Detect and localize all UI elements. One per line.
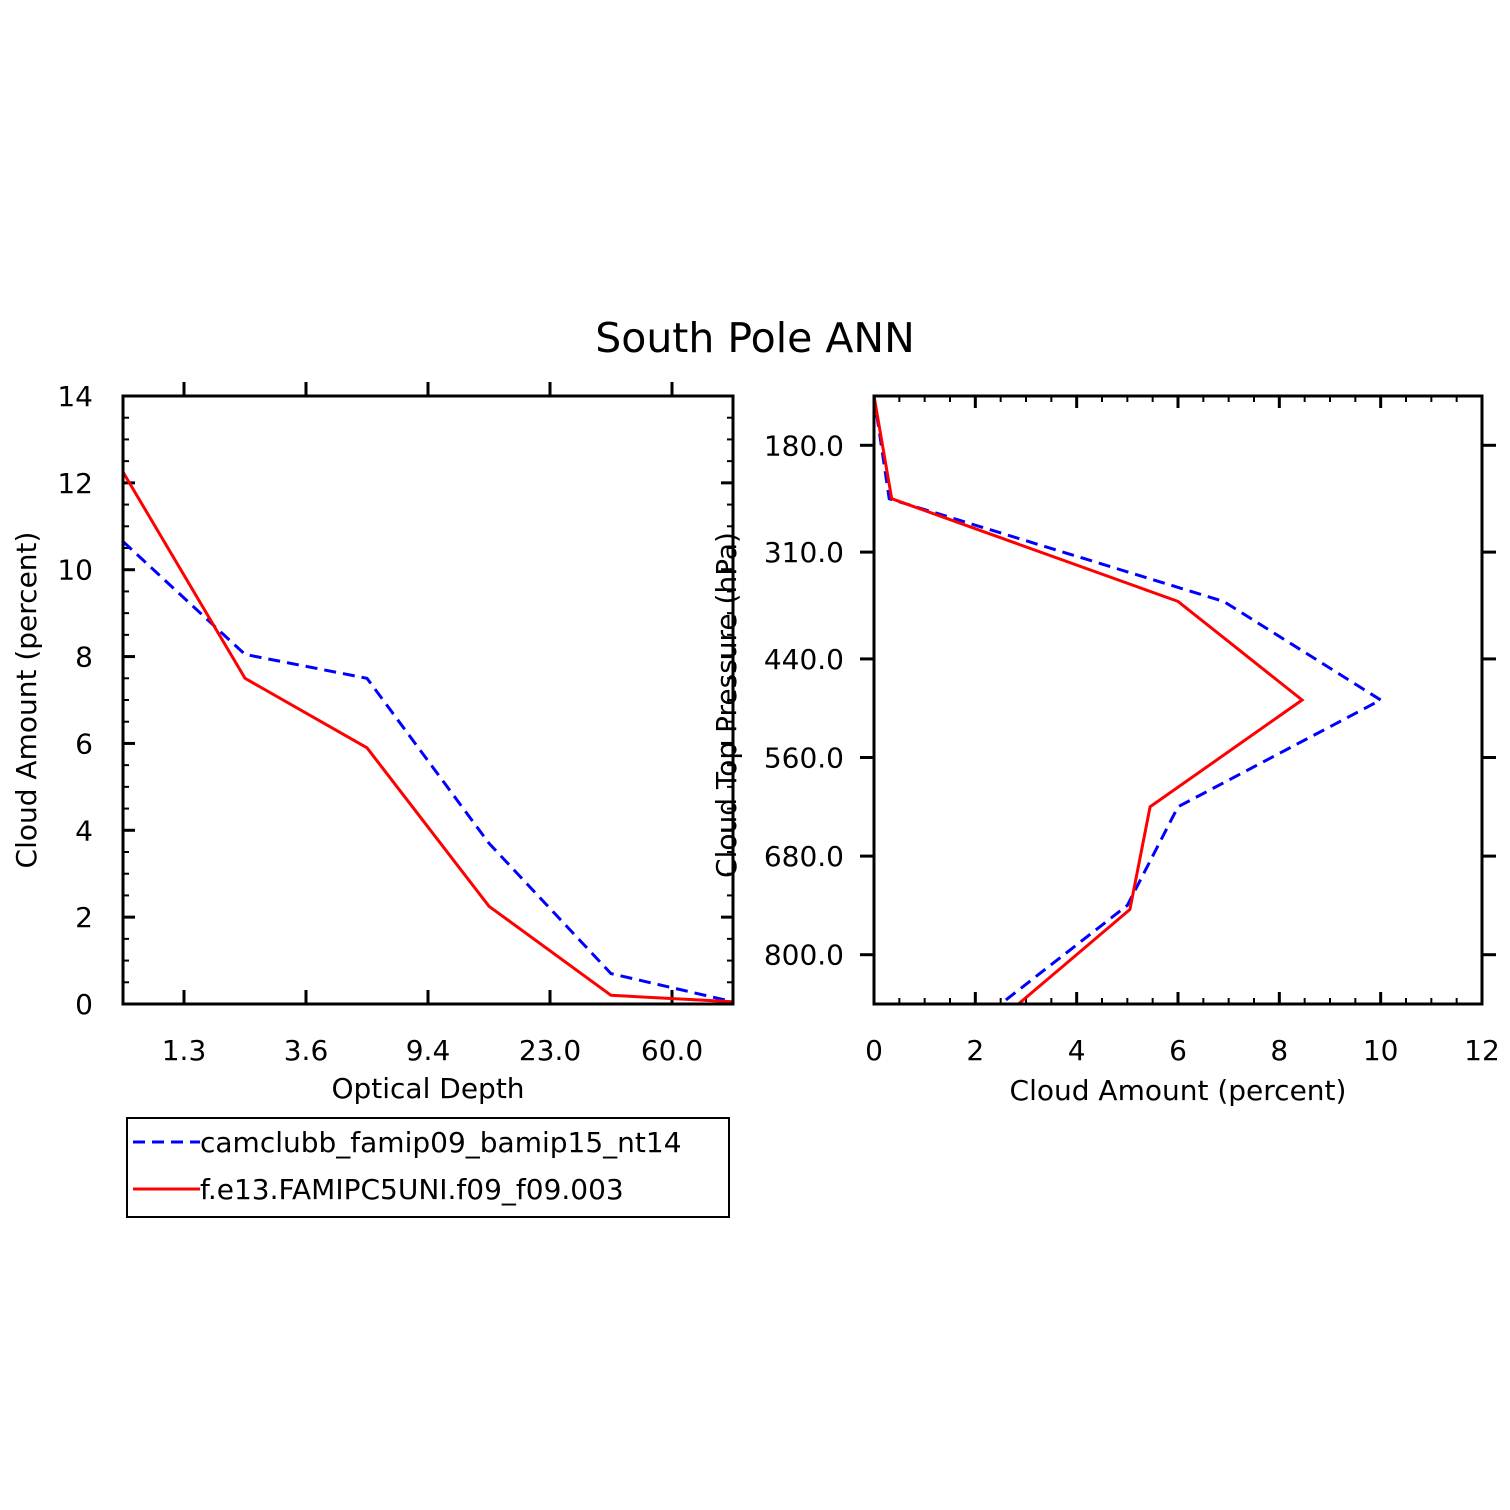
right-x-tick-label: 6 [1169,1034,1187,1067]
right-x-tick-label: 0 [865,1034,883,1067]
left-y-tick-label: 8 [75,641,93,674]
left-axis-tick-labels: 0 2 4 6 8 10 12 14 1.3 3.6 9.4 23.0 60.0 [57,380,703,1067]
left-series-red [121,471,734,1004]
left-y-tick-label: 2 [75,901,93,934]
right-plot-frame [872,394,1484,1006]
left-x-tick-label: 3.6 [284,1034,329,1067]
left-axis-ticks [123,382,733,1006]
right-x-tick-label: 8 [1270,1034,1288,1067]
right-y-axis-label: Cloud Top Pressure (hPa) [710,532,743,878]
right-y-tick-label: 440.0 [764,643,844,676]
right-series-red [872,395,1305,1006]
left-x-tick-label: 1.3 [162,1034,207,1067]
left-y-tick-label: 4 [75,814,93,847]
left-x-axis-label: Optical Depth [331,1072,524,1105]
right-x-axis-label: Cloud Amount (percent) [1010,1074,1347,1107]
right-axis-tick-labels: 180.0 310.0 440.0 560.0 680.0 800.0 0 2 4 6 8 10 12 [764,429,1500,1067]
left-y-tick-label: 14 [57,380,93,413]
left-x-tick-label: 23.0 [519,1034,581,1067]
chart-title: South Pole ANN [595,314,915,362]
left-y-axis-label: Cloud Amount (percent) [10,532,43,869]
right-x-tick-label: 4 [1068,1034,1086,1067]
legend-box [126,1117,730,1218]
left-plot-frame [121,394,735,1006]
left-series-blue [121,540,734,1004]
legend-label-red: f.e13.FAMIPC5UNI.f09_f09.003 [200,1173,624,1206]
right-x-tick-label: 12 [1464,1034,1500,1067]
left-x-tick-label: 9.4 [406,1034,451,1067]
right-axis-ticks [860,396,1496,1004]
right-y-tick-label: 180.0 [764,429,844,462]
left-y-tick-label: 0 [75,988,93,1021]
right-y-tick-label: 800.0 [764,939,844,972]
panel-optical-depth: 0 2 4 6 8 10 12 14 1.3 3.6 9.4 23.0 60.0 Optical Dep… [10,380,735,1105]
right-y-tick-label: 680.0 [764,840,844,873]
right-y-tick-label: 560.0 [764,742,844,775]
legend-label-blue: camclubb_famip09_bamip15_nt14 [200,1126,682,1159]
left-y-tick-label: 12 [57,467,93,500]
right-series-lines [872,395,1384,1006]
left-y-tick-label: 6 [75,727,93,760]
legend: camclubb_famip09_bamip15_nt14 f.e13.FAMI… [126,1117,730,1218]
left-x-tick-label: 60.0 [641,1034,703,1067]
left-y-tick-label: 10 [57,554,93,587]
right-series-blue [872,395,1384,1006]
left-series-lines [121,471,734,1004]
right-y-tick-label: 310.0 [764,536,844,569]
right-x-tick-label: 10 [1363,1034,1399,1067]
right-x-tick-label: 2 [966,1034,984,1067]
